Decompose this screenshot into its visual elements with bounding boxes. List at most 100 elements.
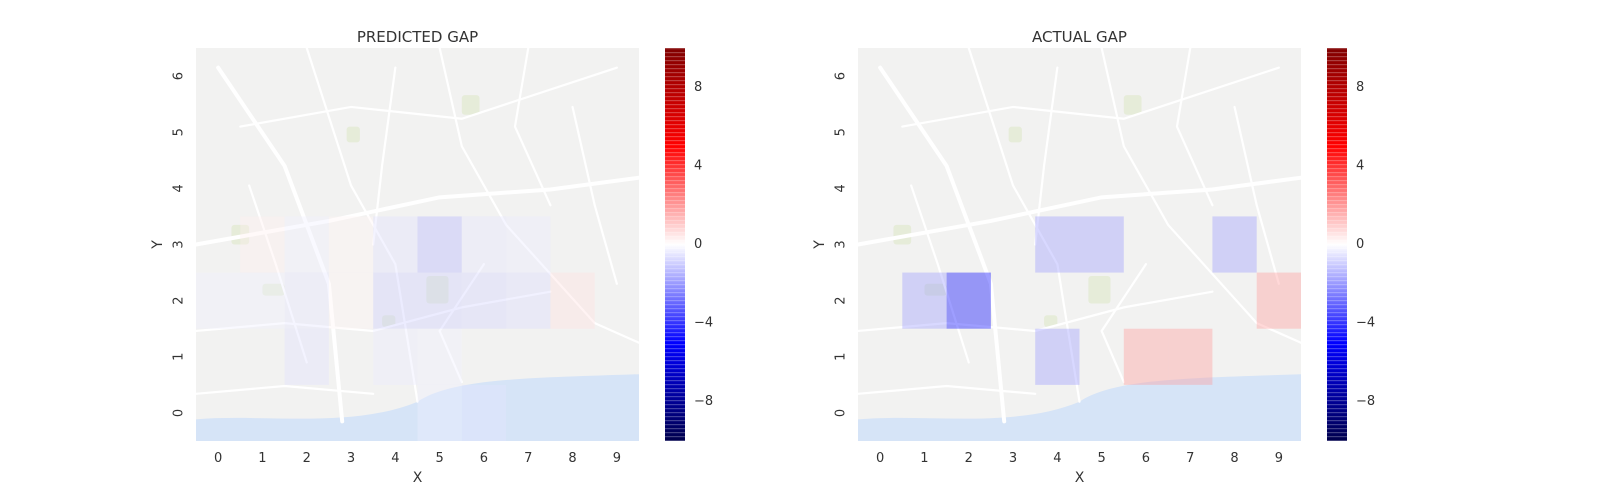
- map-street: [372, 66, 397, 246]
- colorbar-texture: [665, 48, 685, 441]
- x-tick-label: 5: [436, 451, 444, 466]
- heatmap-cell: [1212, 216, 1257, 273]
- colorbar-tick-label: 0: [1356, 237, 1364, 252]
- x-tick-label: 7: [524, 451, 532, 466]
- map-park: [924, 283, 947, 296]
- map-street: [856, 384, 1037, 395]
- x-tick-label: 6: [480, 451, 488, 466]
- y-tick-label: 5: [172, 128, 187, 136]
- heatmap-cell: [461, 272, 507, 329]
- map-park: [1044, 315, 1058, 328]
- map-park: [426, 275, 449, 304]
- colorbar-tick-label: −4: [694, 316, 713, 331]
- colorbar-tick-label: 4: [1356, 158, 1364, 173]
- map-street: [878, 65, 1007, 424]
- heatmap-cell: [417, 272, 462, 329]
- y-tick-label: 2: [172, 297, 187, 305]
- map-park: [461, 95, 480, 115]
- map-street: [194, 290, 552, 333]
- heatmap-cell: [417, 328, 462, 385]
- heatmap-cells: [196, 216, 595, 441]
- map-street: [856, 175, 1303, 247]
- map-street: [194, 384, 375, 395]
- heatmap-cell: [328, 216, 374, 273]
- y-tick-label: 1: [172, 353, 187, 361]
- colorbar-tick-label: −8: [694, 394, 713, 409]
- y-tick-label: 2: [834, 297, 849, 305]
- x-tick-label: 8: [568, 451, 576, 466]
- heatmap-cell: [417, 384, 462, 441]
- x-tick-label: 8: [1230, 451, 1238, 466]
- map-park: [1088, 275, 1111, 304]
- x-tick-label: 1: [920, 451, 928, 466]
- map-street: [901, 66, 1280, 128]
- y-axis-label: Y: [150, 240, 166, 250]
- map-park: [346, 126, 360, 143]
- map-park: [382, 315, 396, 328]
- map-park: [1008, 126, 1022, 143]
- heatmap-cell: [1256, 272, 1301, 329]
- heatmap-cells: [902, 216, 1301, 385]
- heatmap-cell: [373, 216, 418, 273]
- heatmap-cell: [328, 272, 374, 329]
- x-axis-label: X: [1075, 470, 1085, 486]
- map-street: [216, 65, 345, 424]
- heatmap-cell: [506, 216, 551, 273]
- y-tick-label: 5: [834, 128, 849, 136]
- map-street: [910, 184, 970, 364]
- x-tick-label: 0: [214, 451, 222, 466]
- map-street: [1233, 105, 1280, 285]
- map-street: [1175, 46, 1214, 207]
- map-street: [239, 66, 618, 128]
- heatmap-cell: [284, 328, 329, 385]
- x-tick-label: 1: [258, 451, 266, 466]
- heatmap-cell: [1168, 328, 1213, 385]
- x-tick-label: 9: [613, 451, 621, 466]
- heatmap-cell: [946, 272, 991, 329]
- map-river: [196, 374, 639, 441]
- map-street: [1100, 263, 1148, 384]
- colorbar-tick-label: −4: [1356, 316, 1375, 331]
- map-street: [248, 184, 308, 364]
- x-tick-label: 3: [1009, 451, 1017, 466]
- y-tick-label: 3: [834, 240, 849, 248]
- colorbar-tick-label: 0: [694, 237, 702, 252]
- map-street: [438, 263, 486, 384]
- colorbar-tick-label: 8: [1356, 80, 1364, 95]
- heatmap-cell: [240, 216, 285, 273]
- map-street: [1100, 46, 1303, 344]
- heatmap-cell: [373, 272, 418, 329]
- map-street: [438, 46, 641, 344]
- x-tick-label: 9: [1275, 451, 1283, 466]
- heatmap-cell: [461, 384, 507, 441]
- y-tick-label: 6: [172, 72, 187, 80]
- heatmap-cell: [240, 272, 285, 329]
- heatmap-cell: [1079, 216, 1124, 273]
- heatmap-cell: [902, 272, 947, 329]
- colorbar-tick-label: −8: [1356, 394, 1375, 409]
- heatmap-cell: [417, 216, 462, 273]
- heatmap-cell: [284, 272, 329, 329]
- x-tick-label: 2: [965, 451, 973, 466]
- x-tick-label: 4: [1053, 451, 1061, 466]
- y-axis-label: Y: [812, 240, 828, 250]
- map-street: [194, 175, 641, 247]
- x-tick-label: 0: [876, 451, 884, 466]
- heatmap-cell: [284, 216, 329, 273]
- colorbar-texture: [1327, 48, 1347, 441]
- heatmap-cell: [373, 328, 418, 385]
- y-tick-label: 3: [172, 240, 187, 248]
- x-tick-label: 4: [391, 451, 399, 466]
- map-street: [305, 46, 419, 403]
- x-tick-label: 5: [1098, 451, 1106, 466]
- y-tick-label: 4: [834, 184, 849, 192]
- x-tick-label: 2: [303, 451, 311, 466]
- actual-gap-chart: ACTUAL GAP 0 1 2 3 4 5 6 7 8 9 0 1 2 3 4 5 6 X Y −8 −4 0 4 8: [812, 28, 1375, 486]
- map-park: [262, 283, 285, 296]
- map-street: [1034, 66, 1059, 246]
- colorbar-tick-label: 4: [694, 158, 702, 173]
- chart-title: PREDICTED GAP: [357, 28, 478, 46]
- map-street: [513, 46, 552, 207]
- x-tick-label: 7: [1186, 451, 1194, 466]
